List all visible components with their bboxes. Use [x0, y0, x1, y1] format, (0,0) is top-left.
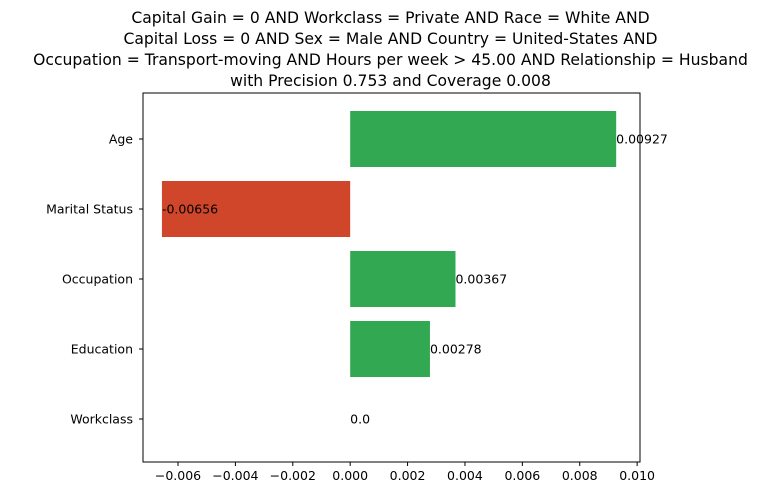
x-tick-label: −0.006	[155, 468, 201, 483]
x-tick-label: −0.002	[270, 468, 316, 483]
value-label: 0.00927	[616, 132, 668, 147]
bar-education	[350, 321, 430, 377]
x-tick-label: 0.010	[619, 468, 655, 483]
bar-age	[350, 111, 617, 167]
bar-occupation	[350, 251, 456, 307]
x-axis: −0.006 −0.004 −0.002 0.000 0.002 0.004 0.006 0.…	[155, 462, 655, 483]
y-tick-label: Marital Status	[46, 202, 133, 217]
y-tick-label: Workclass	[70, 412, 133, 427]
y-axis: Age Marital Status Occupation Education Work…	[46, 132, 143, 427]
value-labels-layer: 0.00927 -0.00656 0.00367 0.00278 0.0	[162, 132, 668, 427]
y-tick-label: Education	[71, 342, 133, 357]
plot-frame	[142, 92, 641, 463]
x-tick-label: 0.002	[390, 468, 426, 483]
x-tick-label: 0.000	[332, 468, 368, 483]
value-label: 0.00367	[455, 272, 507, 287]
x-tick-label: 0.006	[504, 468, 540, 483]
y-tick-label: Occupation	[62, 272, 133, 287]
value-label: 0.00278	[430, 342, 482, 357]
value-label: -0.00656	[162, 202, 218, 217]
title-line-1: Capital Gain = 0 AND Workclass = Private…	[131, 9, 650, 27]
y-tick-label: Age	[109, 132, 133, 147]
x-tick-label: 0.004	[447, 468, 483, 483]
title-line-3: Occupation = Transport-moving AND Hours …	[33, 51, 748, 69]
x-tick-label: −0.004	[212, 468, 258, 483]
chart-title: Capital Gain = 0 AND Workclass = Private…	[0, 8, 781, 92]
title-line-4: with Precision 0.753 and Coverage 0.008	[230, 72, 551, 90]
title-line-2: Capital Loss = 0 AND Sex = Male AND Coun…	[123, 30, 658, 48]
bar-marital-status	[161, 181, 351, 237]
x-tick-label: 0.008	[562, 468, 598, 483]
bars-layer	[161, 111, 617, 377]
value-label: 0.0	[350, 412, 370, 427]
